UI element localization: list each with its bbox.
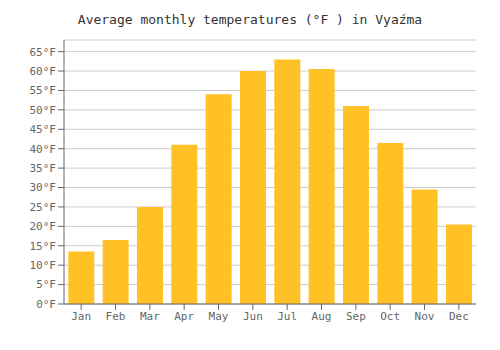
svg-text:Feb: Feb — [106, 310, 126, 323]
svg-text:55°F: 55°F — [30, 84, 57, 97]
svg-text:40°F: 40°F — [30, 143, 57, 156]
svg-text:65°F: 65°F — [30, 46, 57, 59]
svg-text:Aug: Aug — [312, 310, 332, 323]
svg-text:5°F: 5°F — [36, 278, 56, 291]
svg-text:50°F: 50°F — [30, 104, 57, 117]
svg-text:20°F: 20°F — [30, 220, 57, 233]
svg-text:Jun: Jun — [243, 310, 263, 323]
svg-text:60°F: 60°F — [30, 65, 57, 78]
svg-text:45°F: 45°F — [30, 123, 57, 136]
svg-text:Jul: Jul — [277, 310, 297, 323]
svg-text:Mar: Mar — [140, 310, 160, 323]
svg-text:30°F: 30°F — [30, 181, 57, 194]
svg-text:May: May — [209, 310, 229, 323]
svg-text:0°F: 0°F — [36, 298, 56, 311]
svg-text:Oct: Oct — [380, 310, 400, 323]
svg-text:Dec: Dec — [449, 310, 469, 323]
svg-text:15°F: 15°F — [30, 240, 57, 253]
html-text:Average monthly temperatures (: Average monthly temperatures (°F ) in Vy… — [77, 12, 423, 27]
svg-text:25°F: 25°F — [30, 201, 57, 214]
svg-text:Sep: Sep — [346, 310, 366, 323]
svg-text:Jan: Jan — [71, 310, 91, 323]
svg-text:10°F: 10°F — [30, 259, 57, 272]
svg-text:35°F: 35°F — [30, 162, 57, 175]
svg-text:Nov: Nov — [415, 310, 435, 323]
svg-text:Apr: Apr — [174, 310, 194, 323]
